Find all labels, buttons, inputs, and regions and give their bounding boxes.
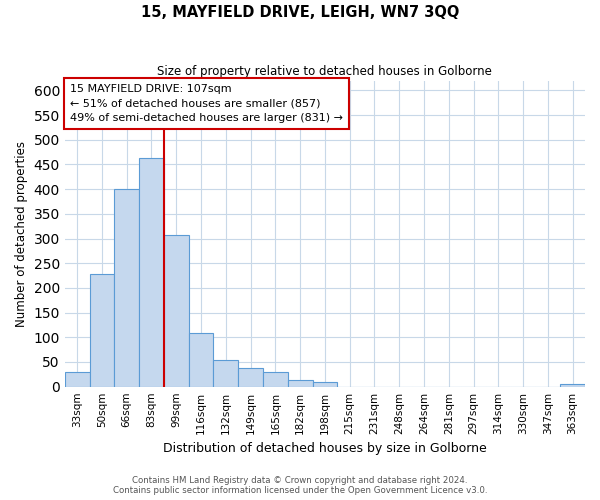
Bar	[263, 372, 288, 386]
Y-axis label: Number of detached properties: Number of detached properties	[15, 140, 28, 326]
Bar	[89, 274, 115, 386]
Bar	[238, 368, 263, 386]
Text: 15, MAYFIELD DRIVE, LEIGH, WN7 3QQ: 15, MAYFIELD DRIVE, LEIGH, WN7 3QQ	[141, 5, 459, 20]
Bar	[164, 234, 188, 386]
Bar	[115, 189, 139, 386]
Bar	[560, 384, 585, 386]
Bar	[65, 372, 89, 386]
Bar	[139, 158, 164, 386]
Bar	[188, 334, 214, 386]
X-axis label: Distribution of detached houses by size in Golborne: Distribution of detached houses by size …	[163, 442, 487, 455]
Bar	[288, 380, 313, 386]
Bar	[214, 360, 238, 386]
Text: 15 MAYFIELD DRIVE: 107sqm
← 51% of detached houses are smaller (857)
49% of semi: 15 MAYFIELD DRIVE: 107sqm ← 51% of detac…	[70, 84, 343, 123]
Bar	[313, 382, 337, 386]
Title: Size of property relative to detached houses in Golborne: Size of property relative to detached ho…	[157, 65, 493, 78]
Text: Contains HM Land Registry data © Crown copyright and database right 2024.
Contai: Contains HM Land Registry data © Crown c…	[113, 476, 487, 495]
